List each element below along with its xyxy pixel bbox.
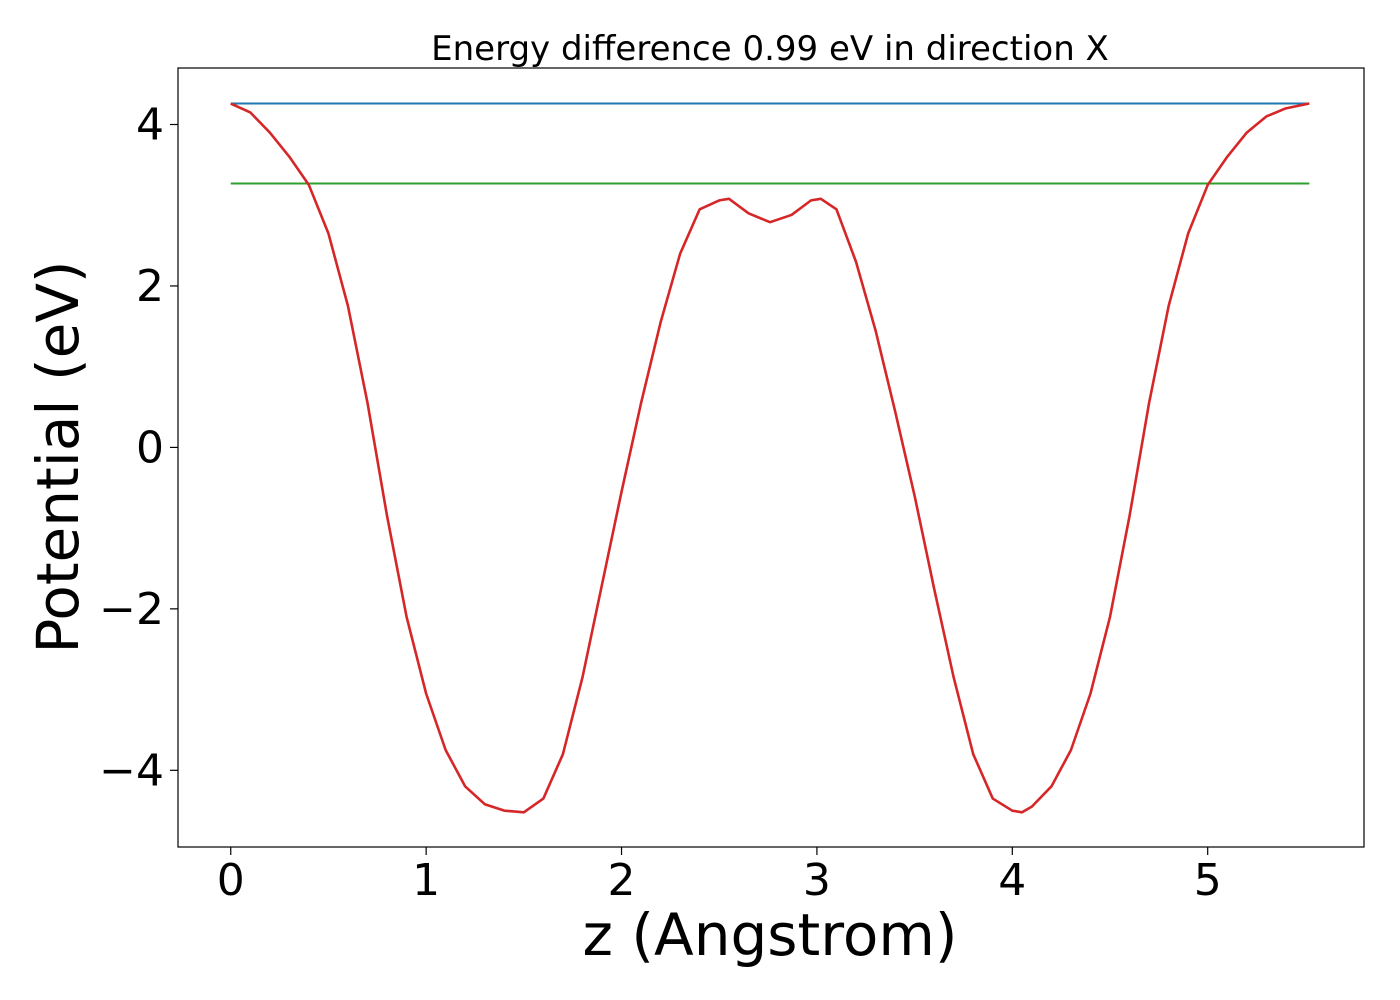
y-tick-label: 2 [136,261,164,312]
y-axis-label: Potential (eV) [24,260,92,653]
x-axis-ticks: 0 1 2 3 4 5 [217,847,1222,906]
x-tick-label: 3 [803,855,831,906]
x-tick-label: 0 [217,855,245,906]
y-tick-label: 0 [136,422,164,473]
series-layer [230,102,1310,814]
plot-area-frame [177,67,1365,848]
x-axis-label: z (Angstrom) [583,901,958,969]
x-tick-label: 4 [998,855,1026,906]
x-tick-label: 2 [608,855,636,906]
y-tick-label: 4 [136,100,164,151]
y-axis-ticks: 4 2 0 −2 −4 [99,100,178,796]
chart-title: Energy difference 0.99 eV in direction X [431,29,1109,69]
series-line-2 [230,102,1310,814]
x-tick-label: 1 [412,855,440,906]
y-tick-label: −2 [99,584,164,635]
y-tick-label: −4 [99,745,164,796]
x-tick-label: 5 [1194,855,1222,906]
